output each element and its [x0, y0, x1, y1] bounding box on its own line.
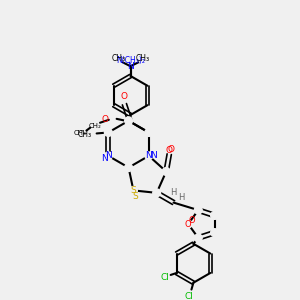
Text: H: H [178, 193, 184, 202]
Circle shape [153, 189, 160, 197]
Circle shape [145, 152, 153, 160]
Circle shape [130, 187, 137, 194]
Text: CH₃: CH₃ [78, 130, 92, 139]
Circle shape [145, 129, 153, 136]
Circle shape [194, 234, 202, 242]
Text: CH₃: CH₃ [135, 54, 149, 63]
Text: Cl: Cl [184, 292, 193, 300]
Circle shape [211, 229, 218, 236]
Text: O: O [166, 146, 173, 155]
Circle shape [162, 168, 170, 176]
Text: S: S [133, 192, 138, 201]
Text: CH₃: CH₃ [112, 54, 126, 63]
Text: N(CH₃)₂: N(CH₃)₂ [116, 56, 145, 65]
Circle shape [194, 206, 202, 214]
Text: N: N [105, 152, 112, 160]
Text: O: O [168, 145, 175, 154]
Text: H: H [170, 188, 177, 197]
Text: Cl: Cl [160, 273, 169, 282]
Text: O: O [185, 220, 191, 229]
Text: O: O [101, 115, 108, 124]
Text: O: O [189, 216, 195, 225]
Text: N: N [150, 152, 157, 160]
Text: N: N [101, 154, 108, 163]
Circle shape [125, 117, 133, 125]
Circle shape [104, 152, 112, 160]
Text: O: O [121, 92, 128, 101]
Text: S: S [130, 186, 136, 195]
Circle shape [184, 220, 192, 228]
Circle shape [104, 129, 112, 136]
Text: CH₂: CH₂ [89, 123, 102, 129]
Text: CH₃: CH₃ [73, 130, 86, 136]
Text: N: N [127, 62, 134, 71]
Text: N: N [146, 152, 152, 160]
Circle shape [125, 164, 133, 171]
Circle shape [211, 212, 218, 219]
